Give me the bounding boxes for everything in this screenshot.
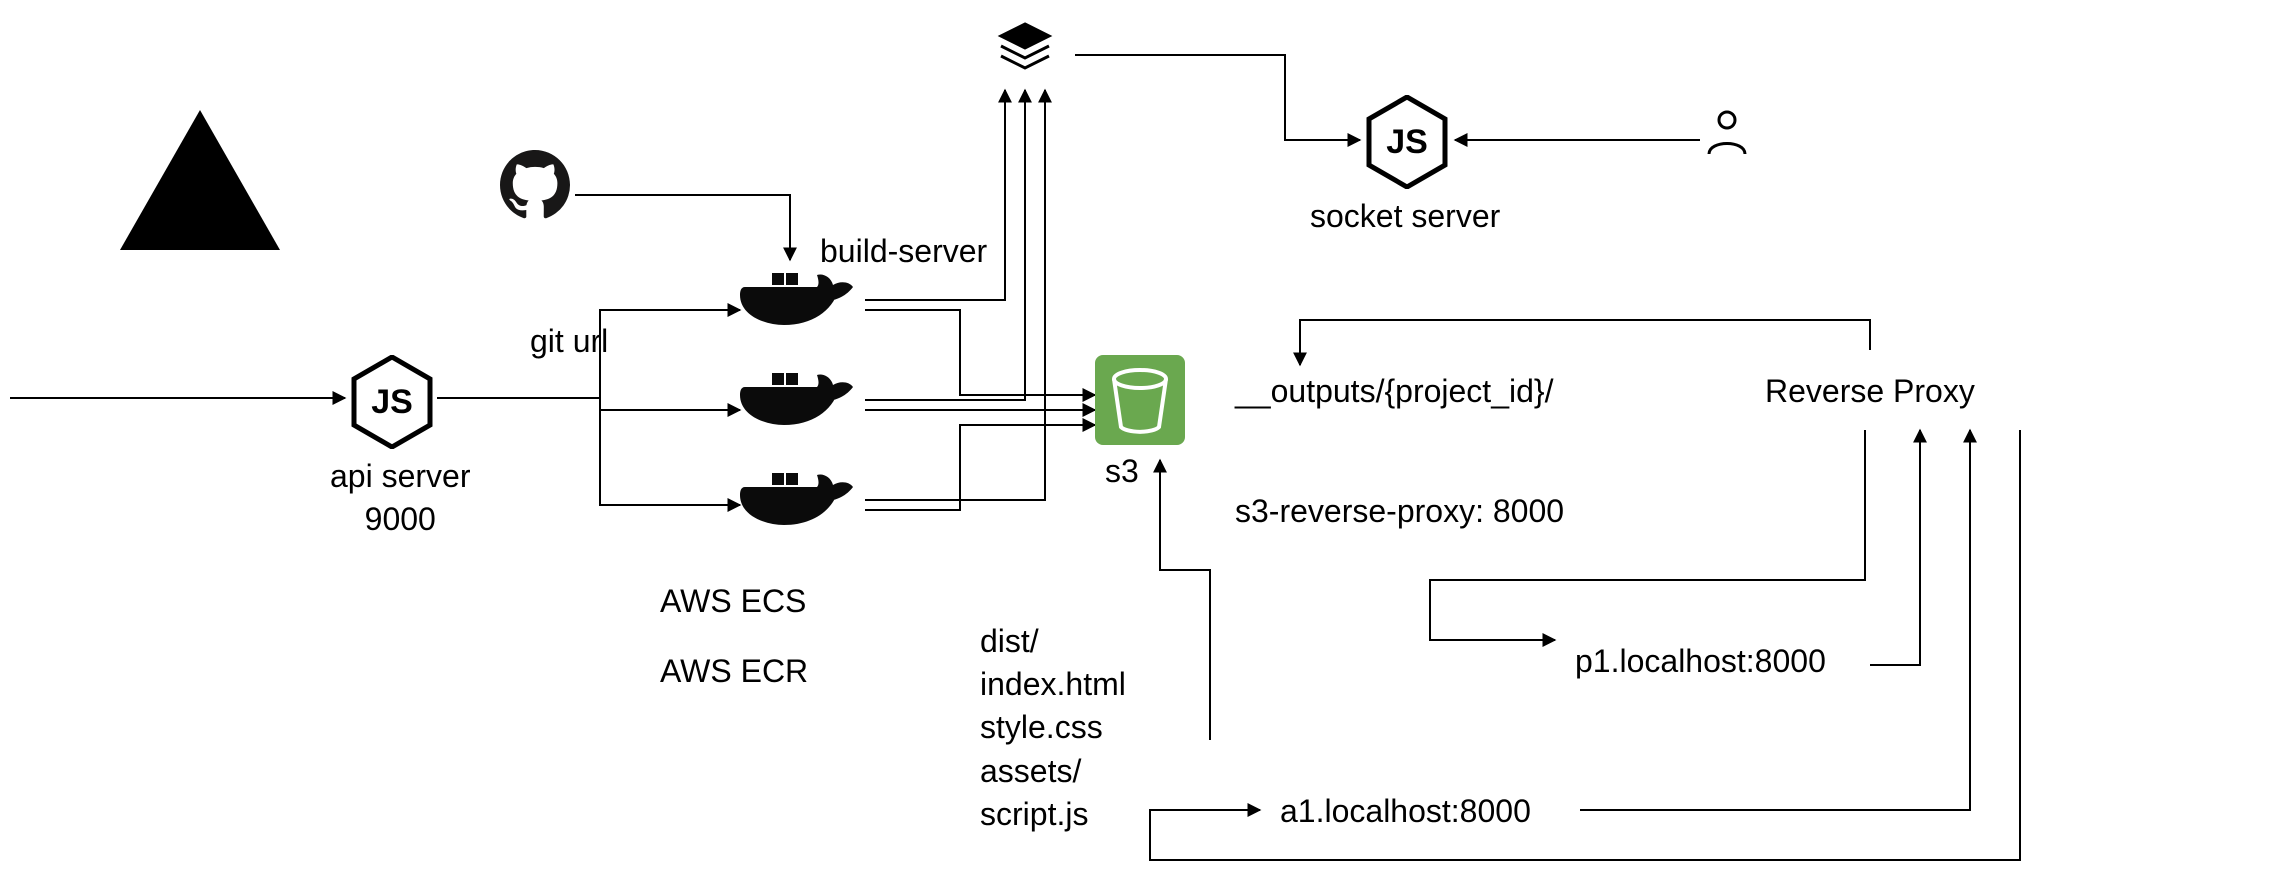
a1-host-label: a1.localhost:8000 — [1280, 790, 1531, 833]
svg-text:JS: JS — [1386, 123, 1428, 161]
vercel-icon — [120, 110, 280, 255]
stack-icon — [995, 18, 1055, 83]
nodejs-icon: JS — [1365, 95, 1449, 194]
socket-server-label: socket server — [1310, 195, 1500, 238]
dist-files-label: dist/ index.html style.css assets/ scrip… — [980, 620, 1126, 836]
svg-text:JS: JS — [371, 383, 413, 421]
s3-proxy-label: s3-reverse-proxy: 8000 — [1235, 490, 1564, 533]
aws-ecr-label: AWS ECR — [660, 650, 808, 693]
p1-host-label: p1.localhost:8000 — [1575, 640, 1826, 683]
github-icon — [500, 150, 570, 225]
outputs-path-label: __outputs/{project_id}/ — [1235, 370, 1553, 413]
s3-label: s3 — [1105, 450, 1139, 493]
docker-icon — [740, 265, 860, 340]
s3-icon — [1095, 355, 1185, 450]
reverse-proxy-label: Reverse Proxy — [1765, 370, 1975, 413]
aws-ecs-label: AWS ECS — [660, 580, 806, 623]
architecture-diagram: JS api server 9000 — [0, 0, 2280, 878]
docker-icon — [740, 465, 860, 540]
api-server-label: api server 9000 — [330, 455, 471, 541]
nodejs-icon: JS — [350, 355, 434, 454]
docker-icon — [740, 365, 860, 440]
build-server-label: build-server — [820, 230, 987, 273]
git-url-label: git url — [530, 320, 608, 363]
user-icon — [1705, 108, 1749, 163]
